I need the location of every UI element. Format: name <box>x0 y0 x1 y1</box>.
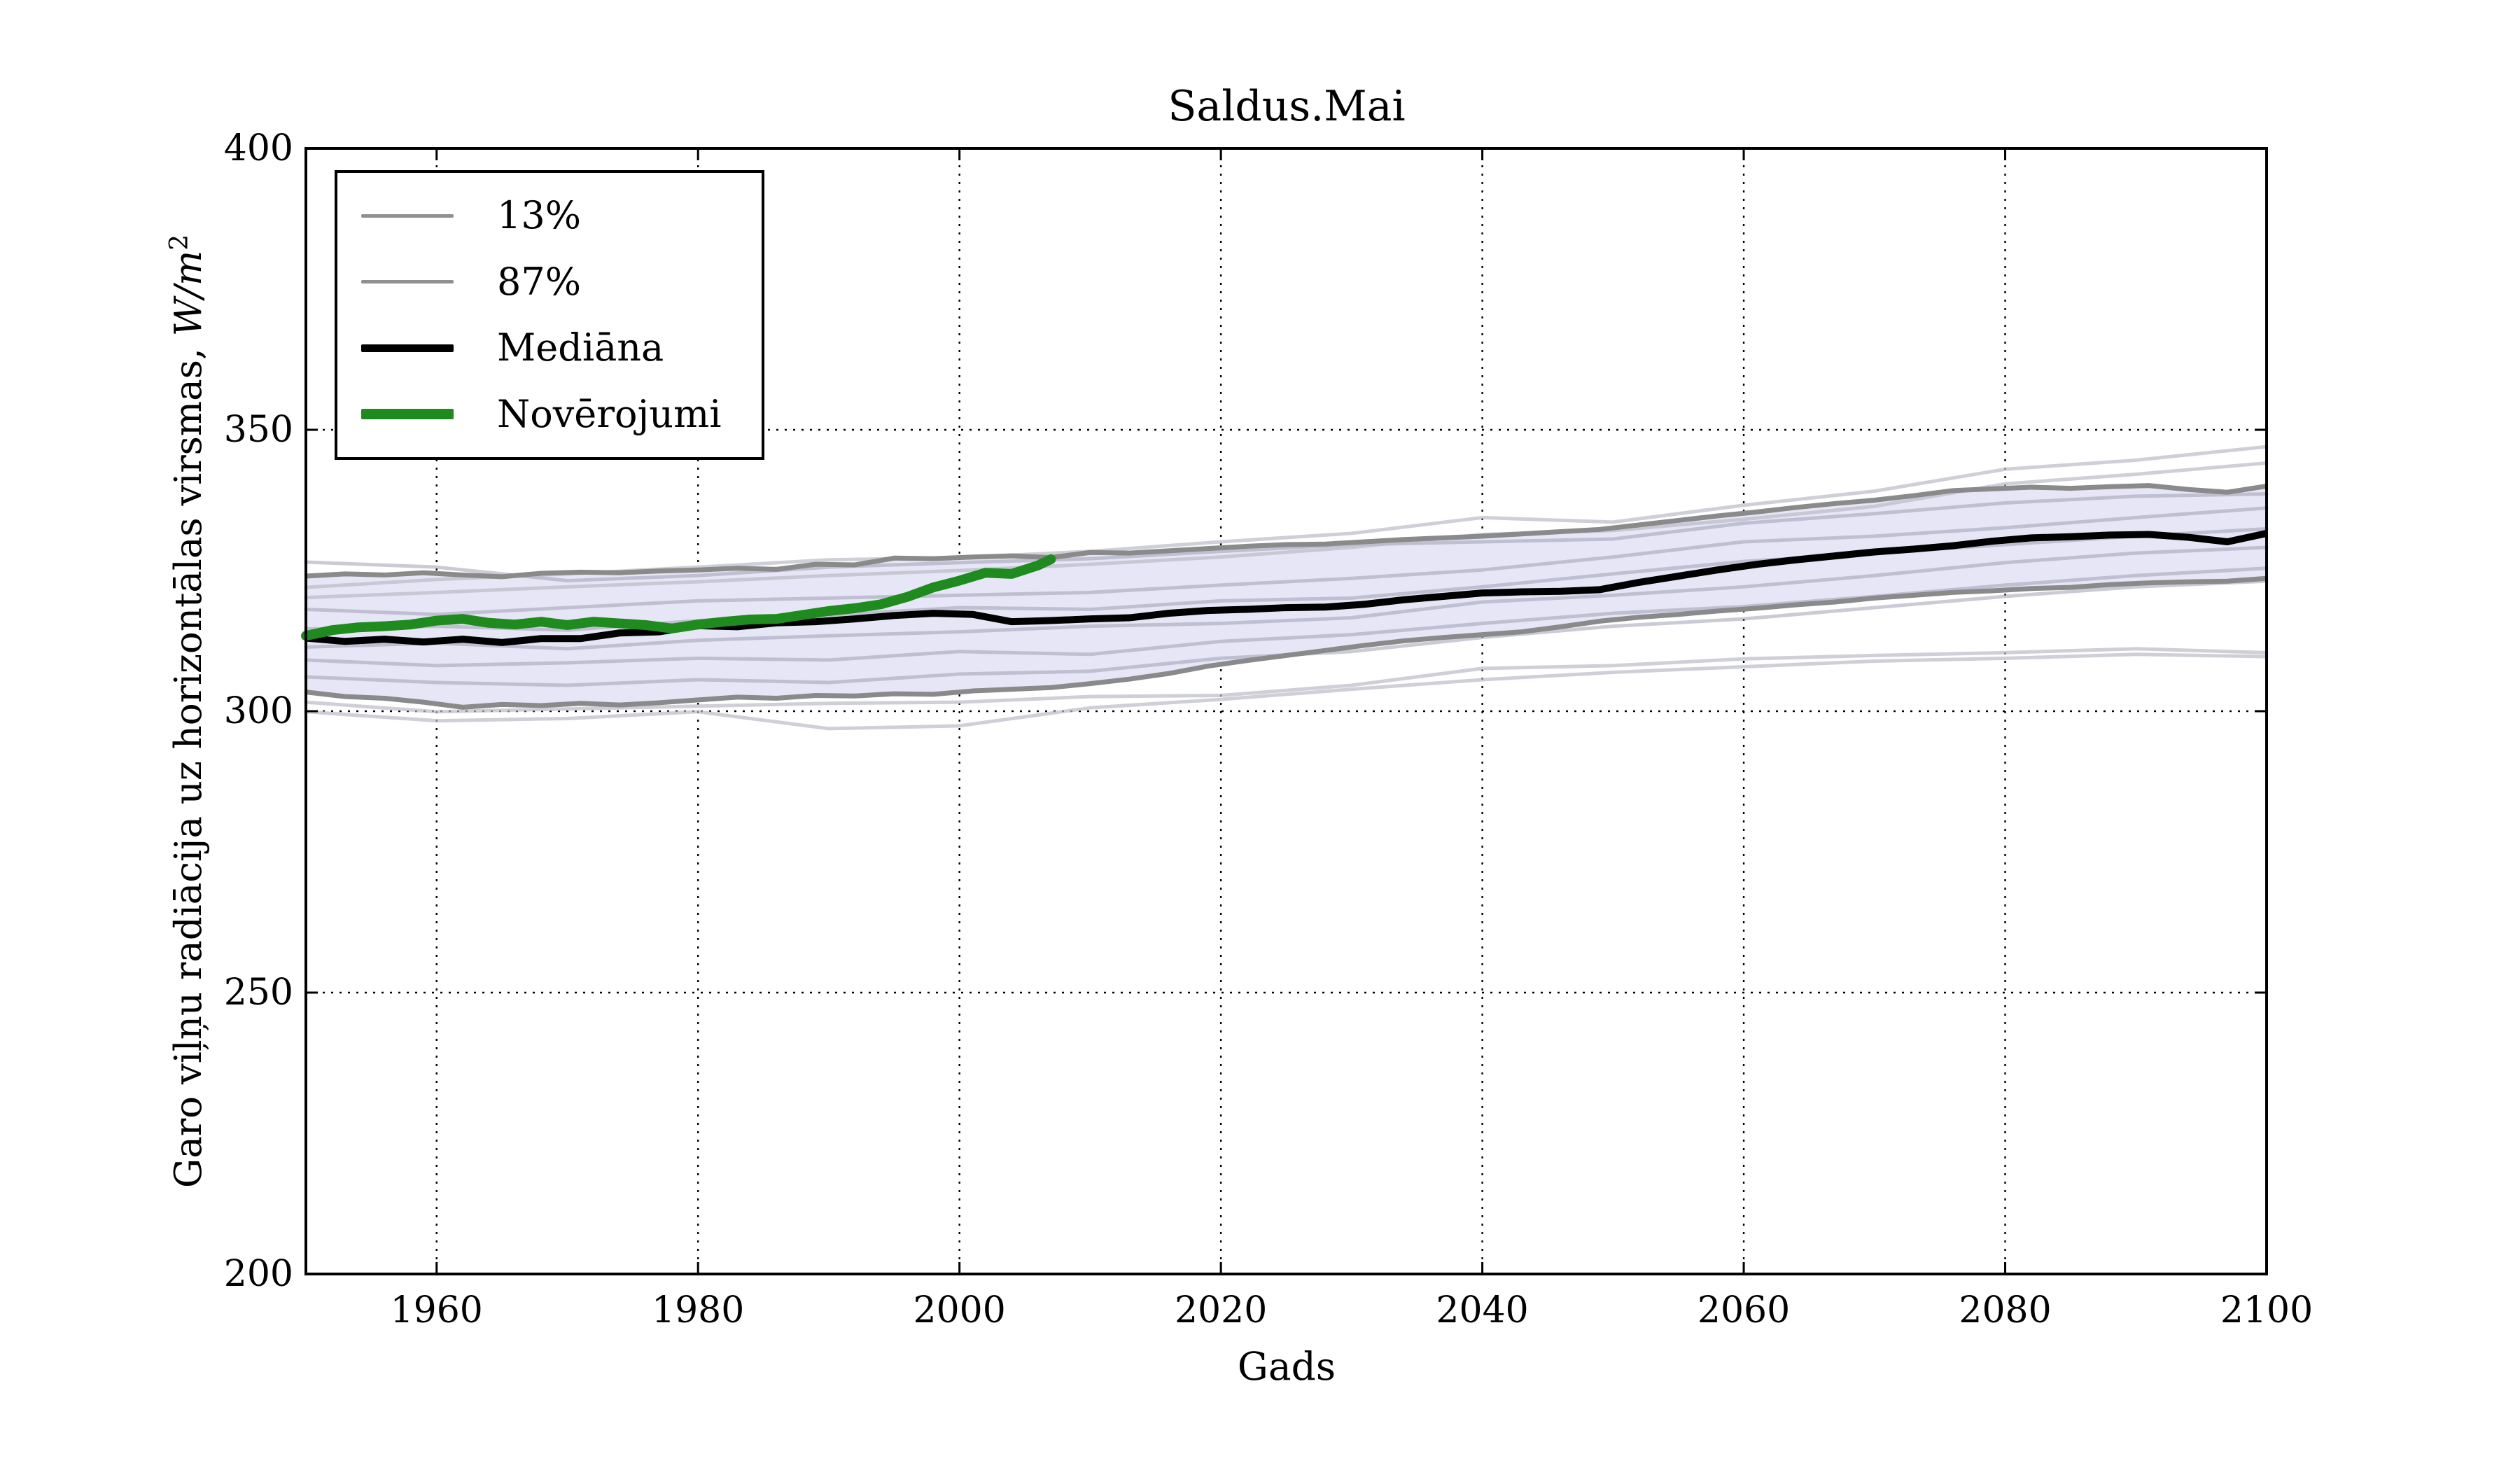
y-tick-label-300: 300 <box>223 690 293 732</box>
percentile-13-line <box>305 575 2267 710</box>
y-tick-label-400: 400 <box>223 127 293 169</box>
observations-line <box>301 554 1056 641</box>
legend-label: 87% <box>497 259 582 304</box>
legend-label: Mediāna <box>497 326 664 370</box>
ensemble-line-ens-1 <box>304 492 2269 582</box>
percentile-87-line <box>305 483 2267 580</box>
y-axis-unit: W/m <box>167 250 210 337</box>
y-tick-label-250: 250 <box>223 972 293 1014</box>
legend-entry-87-: 87% <box>337 251 762 313</box>
ensemble-line-ens-3 <box>304 461 2269 600</box>
x-tick-label-2040: 2040 <box>1436 1289 1529 1331</box>
x-axis-label: Gads <box>1237 1344 1336 1389</box>
ensemble-line-ens-6 <box>304 545 2269 651</box>
chart-title: Saldus.Mai <box>1168 82 1406 131</box>
legend-entry-medi-na: Mediāna <box>337 317 762 379</box>
ensemble-line-ens-10 <box>304 652 2269 731</box>
median-line <box>305 530 2268 646</box>
x-tick-label-1980: 1980 <box>652 1289 745 1331</box>
ensemble-line-ens-7 <box>304 566 2269 668</box>
x-tick-label-2020: 2020 <box>1174 1289 1268 1331</box>
y-tick-label-200: 200 <box>223 1253 293 1295</box>
x-tick-label-1960: 1960 <box>390 1289 483 1331</box>
y-axis-label: Garo viļņu radiācija uz horizontālas vir… <box>165 234 210 1188</box>
legend-line-sample <box>361 344 454 352</box>
legend: 13% 87% Mediāna Novērojumi <box>335 170 764 460</box>
legend-line-sample <box>361 214 454 218</box>
y-tick-label-350: 350 <box>223 409 293 451</box>
legend-entry-13-: 13% <box>337 185 762 246</box>
ensemble-line-ens-4 <box>304 506 2269 617</box>
x-tick-label-2060: 2060 <box>1697 1289 1791 1331</box>
legend-label: Novērojumi <box>497 391 722 436</box>
x-tick-label-2000: 2000 <box>913 1289 1006 1331</box>
legend-line-sample <box>361 280 454 284</box>
ensemble-line-ens-9 <box>304 647 2269 714</box>
percentile-band <box>306 485 2267 708</box>
legend-line-sample <box>361 409 454 420</box>
y-axis-unit-exponent: 2 <box>165 234 195 251</box>
x-tick-label-2100: 2100 <box>2220 1289 2314 1331</box>
x-tick-label-2080: 2080 <box>1959 1289 2052 1331</box>
legend-label: 13% <box>497 193 582 238</box>
legend-entry-nov-rojumi: Novērojumi <box>337 384 762 445</box>
y-axis-label-text: Garo viļņu radiācija uz horizontālas vir… <box>167 336 210 1189</box>
